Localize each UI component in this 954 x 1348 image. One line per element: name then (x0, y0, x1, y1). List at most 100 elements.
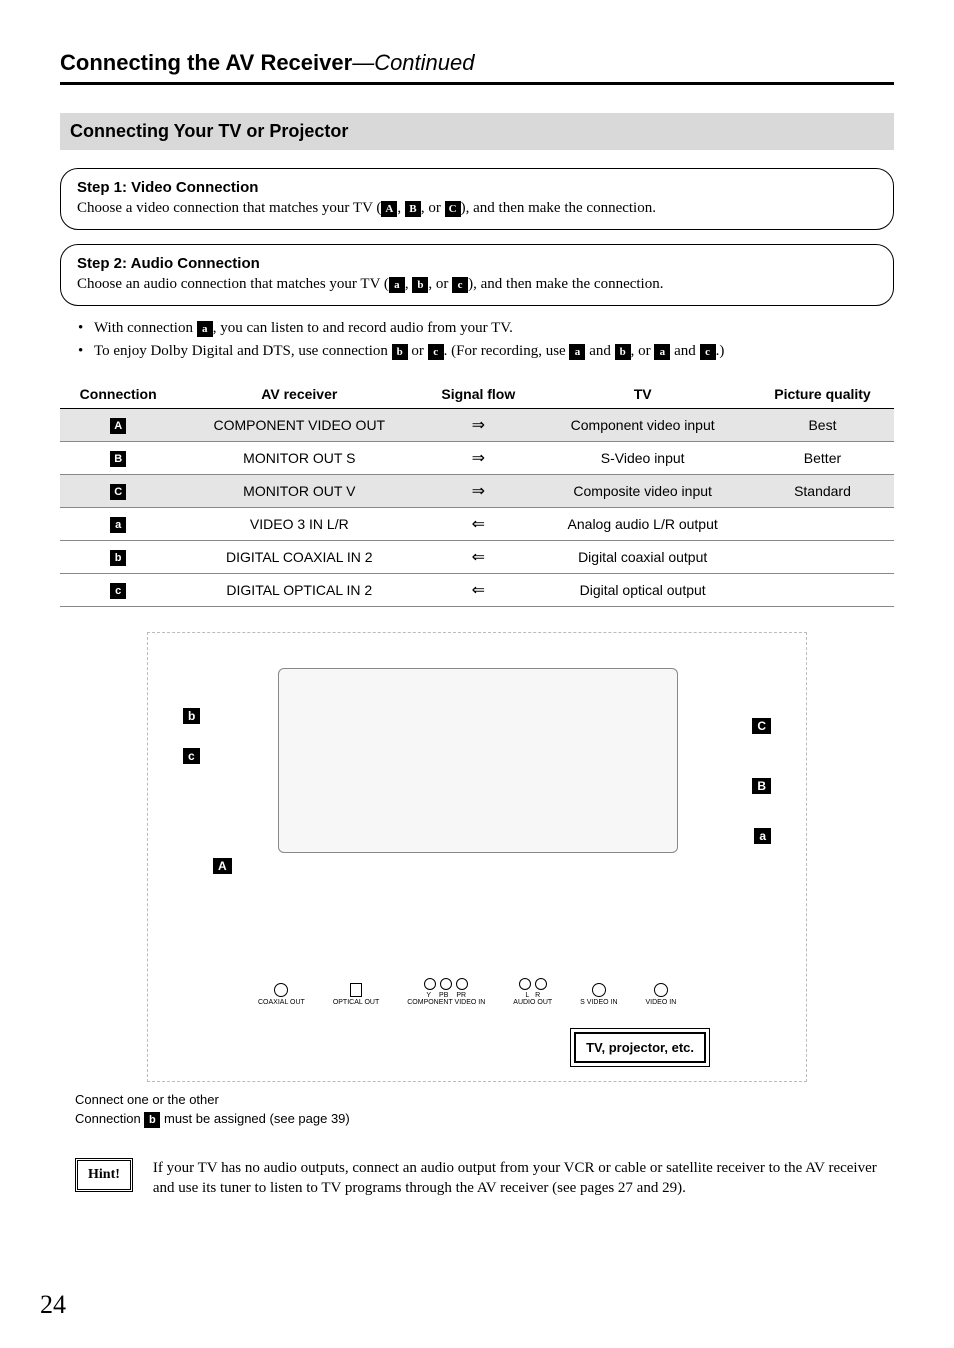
cell-tv: Composite video input (534, 475, 751, 508)
step-1-post: ), and then make the connection. (461, 200, 656, 216)
step-2-body: Choose an audio connection that matches … (77, 276, 877, 293)
page-header: Connecting the AV Receiver—Continued (60, 50, 894, 85)
hint-badge: Hint! (75, 1158, 133, 1192)
cell-flow: ⇒ (422, 409, 534, 442)
wiring-diagram: b c A C B a COAXIAL OUT OPTICAL OUT YPBP… (147, 632, 807, 1082)
b2-c5: a (654, 344, 670, 360)
th-tv: TV (534, 380, 751, 409)
bullet-2: To enjoy Dolby Digital and DTS, use conn… (78, 343, 894, 360)
port-svideo: S VIDEO IN (580, 983, 617, 1006)
diagram-chip-a: a (754, 828, 771, 844)
chip-A: A (381, 201, 397, 217)
bullet-list: With connection a, you can listen to and… (78, 320, 894, 360)
hint-text: If your TV has no audio outputs, connect… (153, 1158, 894, 1199)
cell-tv: Component video input (534, 409, 751, 442)
th-receiver: AV receiver (176, 380, 422, 409)
cell-quality: Standard (751, 475, 894, 508)
diagram-note-2: Connection b must be assigned (see page … (75, 1111, 894, 1128)
cell-flow: ⇒ (422, 442, 534, 475)
cell-chip: B (60, 442, 176, 475)
cell-flow: ⇐ (422, 508, 534, 541)
port-row: COAXIAL OUT OPTICAL OUT YPBPR COMPONENT … (258, 978, 676, 1006)
b2-m4: , or (631, 343, 655, 359)
port-video: VIDEO IN (646, 983, 677, 1006)
receiver-panel (278, 668, 678, 853)
table-row: aVIDEO 3 IN L/R⇐Analog audio L/R output (60, 508, 894, 541)
step-2-post: ), and then make the connection. (468, 276, 663, 292)
b2-m5: and (670, 343, 699, 359)
b2-m2: . (For recording, use (444, 343, 570, 359)
b2-m3: and (585, 343, 614, 359)
bullet-1: With connection a, you can listen to and… (78, 320, 894, 337)
chip-B: B (405, 201, 421, 217)
step-2-pre: Choose an audio connection that matches … (77, 276, 389, 292)
hint-row: Hint! If your TV has no audio outputs, c… (60, 1158, 894, 1199)
cell-tv: Digital optical output (534, 574, 751, 607)
table-row: CMONITOR OUT V⇒Composite video inputStan… (60, 475, 894, 508)
cell-receiver: DIGITAL COAXIAL IN 2 (176, 541, 422, 574)
th-quality: Picture quality (751, 380, 894, 409)
b2-c3: a (569, 344, 585, 360)
diagram-chip-C: C (752, 718, 771, 734)
header-continued: —Continued (352, 50, 474, 75)
cell-receiver: DIGITAL OPTICAL IN 2 (176, 574, 422, 607)
th-flow: Signal flow (422, 380, 534, 409)
cell-chip: a (60, 508, 176, 541)
cell-tv: S-Video input (534, 442, 751, 475)
b1-post: , you can listen to and record audio fro… (213, 320, 513, 336)
b2-pre: To enjoy Dolby Digital and DTS, use conn… (94, 343, 392, 359)
table-header-row: Connection AV receiver Signal flow TV Pi… (60, 380, 894, 409)
cell-quality: Better (751, 442, 894, 475)
table-row: cDIGITAL OPTICAL IN 2⇐Digital optical ou… (60, 574, 894, 607)
note2-pre: Connection (75, 1111, 144, 1126)
cell-flow: ⇒ (422, 475, 534, 508)
step-1-box: Step 1: Video Connection Choose a video … (60, 168, 894, 230)
cell-chip: C (60, 475, 176, 508)
port-coax: COAXIAL OUT (258, 983, 305, 1006)
chip-a: a (389, 277, 405, 293)
cell-chip: c (60, 574, 176, 607)
port-optical: OPTICAL OUT (333, 983, 379, 1006)
step-1-body: Choose a video connection that matches y… (77, 200, 877, 217)
cell-quality: Best (751, 409, 894, 442)
note2-post: must be assigned (see page 39) (160, 1111, 349, 1126)
cell-tv: Digital coaxial output (534, 541, 751, 574)
table-row: BMONITOR OUT S⇒S-Video inputBetter (60, 442, 894, 475)
b1-chip: a (197, 321, 213, 337)
diagram-container: b c A C B a COAXIAL OUT OPTICAL OUT YPBP… (60, 632, 894, 1082)
table-row: ACOMPONENT VIDEO OUT⇒Component video inp… (60, 409, 894, 442)
cell-receiver: VIDEO 3 IN L/R (176, 508, 422, 541)
tv-box: TV, projector, etc. (574, 1032, 706, 1063)
chip-b: b (412, 277, 428, 293)
connection-table: Connection AV receiver Signal flow TV Pi… (60, 380, 894, 607)
section-title: Connecting Your TV or Projector (60, 113, 894, 150)
b2-c2: c (428, 344, 444, 360)
cell-chip: b (60, 541, 176, 574)
step-2-title: Step 2: Audio Connection (77, 255, 877, 272)
cell-quality (751, 508, 894, 541)
b2-c6: c (700, 344, 716, 360)
step-1-title: Step 1: Video Connection (77, 179, 877, 196)
cell-flow: ⇐ (422, 541, 534, 574)
page-number: 24 (40, 1290, 66, 1320)
cell-receiver: MONITOR OUT S (176, 442, 422, 475)
diagram-note-1: Connect one or the other (75, 1092, 894, 1107)
port-audio: L R AUDIO OUT (513, 978, 552, 1006)
step-1-pre: Choose a video connection that matches y… (77, 200, 381, 216)
diagram-chip-A: A (213, 858, 232, 874)
cell-receiver: MONITOR OUT V (176, 475, 422, 508)
cell-chip: A (60, 409, 176, 442)
b2-post: .) (716, 343, 725, 359)
step-2-box: Step 2: Audio Connection Choose an audio… (60, 244, 894, 306)
cell-tv: Analog audio L/R output (534, 508, 751, 541)
diagram-chip-B: B (752, 778, 771, 794)
cell-flow: ⇐ (422, 574, 534, 607)
b2-c4: b (615, 344, 631, 360)
cell-receiver: COMPONENT VIDEO OUT (176, 409, 422, 442)
th-connection: Connection (60, 380, 176, 409)
diagram-chip-b: b (183, 708, 200, 724)
chip-c: c (452, 277, 468, 293)
table-row: bDIGITAL COAXIAL IN 2⇐Digital coaxial ou… (60, 541, 894, 574)
cell-quality (751, 574, 894, 607)
port-component: YPBPR COMPONENT VIDEO IN (407, 978, 485, 1006)
